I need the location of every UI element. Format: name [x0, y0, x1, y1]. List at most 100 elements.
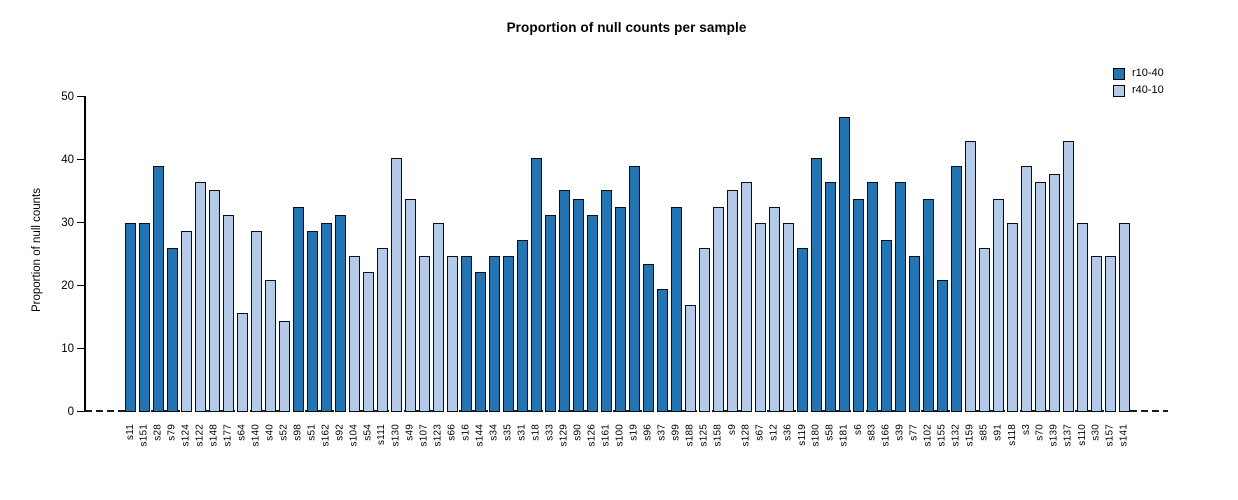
- bar: [293, 206, 304, 412]
- x-axis-tick-label: s159: [964, 423, 976, 447]
- bar-group: s91: [993, 97, 1004, 440]
- bar-group: s37: [657, 97, 668, 440]
- x-axis-tick-label: s66: [446, 423, 458, 441]
- x-axis-tick-label: s34: [488, 423, 500, 441]
- bar: [433, 223, 444, 412]
- bar: [251, 231, 262, 412]
- bar: [937, 280, 948, 412]
- bar: [699, 247, 710, 412]
- bar-group: s66: [447, 97, 458, 440]
- bar-group: s40: [265, 97, 276, 440]
- bar: [307, 231, 318, 412]
- bar: [1105, 255, 1116, 412]
- bar: [867, 182, 878, 412]
- x-axis-tick-label: s137: [1062, 423, 1074, 447]
- y-axis-tick-mark: [77, 284, 84, 287]
- bar: [615, 206, 626, 412]
- bar: [461, 255, 472, 412]
- y-axis-tick-label: 50: [61, 90, 74, 103]
- y-axis-line: [84, 96, 86, 412]
- bar-group: s139: [1049, 97, 1060, 446]
- bar: [587, 214, 598, 412]
- bar: [517, 239, 528, 412]
- bar: [503, 255, 514, 412]
- bar-group: s52: [279, 97, 290, 440]
- x-axis-tick-label: s58: [824, 423, 836, 441]
- bar: [741, 182, 752, 412]
- legend-swatch-icon: [1113, 84, 1125, 97]
- bar-group: s151: [139, 97, 150, 446]
- bar-group: s123: [433, 97, 444, 446]
- x-axis-tick-label: s92: [334, 423, 346, 441]
- bar: [853, 198, 864, 412]
- x-axis-tick-label: s125: [698, 423, 710, 447]
- bar: [167, 247, 178, 412]
- x-axis-tick-label: s98: [292, 423, 304, 441]
- x-axis-tick-label: s70: [1034, 423, 1046, 441]
- bar-group: s9: [727, 97, 738, 434]
- x-axis-tick-label: s129: [558, 423, 570, 447]
- x-axis-tick-label: s39: [894, 423, 906, 441]
- bar-group: s111: [377, 97, 388, 445]
- x-axis-tick-label: s104: [348, 423, 360, 447]
- x-axis-tick-label: s30: [1090, 423, 1102, 441]
- bar-group: s58: [825, 97, 836, 440]
- bar: [405, 198, 416, 412]
- x-axis-tick-label: s188: [684, 423, 696, 447]
- zero-baseline-dashed-line: [85, 409, 1168, 413]
- bar-group: s96: [643, 97, 654, 440]
- x-axis-tick-label: s3: [1020, 423, 1032, 435]
- bar: [601, 190, 612, 412]
- bar-group: s140: [251, 97, 262, 446]
- x-axis-tick-label: s124: [180, 423, 192, 447]
- bar: [1021, 165, 1032, 412]
- bar-group: s35: [503, 97, 514, 440]
- x-axis-tick-label: s180: [810, 423, 822, 447]
- bar-group: s67: [755, 97, 766, 440]
- x-axis-tick-label: s119: [796, 423, 808, 446]
- x-axis-tick-label: s99: [670, 423, 682, 441]
- bar: [391, 157, 402, 412]
- x-axis-tick-label: s130: [390, 423, 402, 447]
- bar-group: s129: [559, 97, 570, 446]
- x-axis-tick-label: s151: [138, 423, 150, 447]
- bar-group: s148: [209, 97, 220, 446]
- x-axis-tick-label: s144: [474, 423, 486, 447]
- bar-group: s132: [951, 97, 962, 446]
- x-axis-tick-label: s19: [628, 423, 640, 441]
- x-axis-tick-label: s9: [726, 423, 738, 435]
- bar-group: s92: [335, 97, 346, 440]
- bar-group: s119: [797, 97, 808, 445]
- bar: [223, 214, 234, 412]
- x-axis-tick-label: s166: [880, 423, 892, 447]
- bar: [825, 182, 836, 412]
- x-axis-tick-label: s85: [978, 423, 990, 441]
- x-axis-tick-label: s107: [418, 423, 430, 447]
- x-axis-tick-label: s177: [222, 423, 234, 447]
- bar: [559, 190, 570, 412]
- bar: [181, 231, 192, 412]
- bar: [657, 288, 668, 412]
- bar: [475, 272, 486, 412]
- bar-group: s158: [713, 97, 724, 446]
- x-axis-tick-label: s79: [166, 423, 178, 441]
- x-axis-tick-label: s52: [278, 423, 290, 441]
- x-axis-tick-label: s162: [320, 423, 332, 447]
- y-axis-tick-label: 20: [61, 279, 74, 292]
- y-axis-tick-label: 10: [61, 342, 74, 355]
- x-axis-tick-label: s118: [1006, 423, 1018, 446]
- legend: r10-40 r40-10: [1113, 65, 1164, 99]
- x-axis-tick-label: s36: [782, 423, 794, 441]
- bar: [1091, 255, 1102, 412]
- x-axis-tick-label: s67: [754, 423, 766, 441]
- bar-group: s118: [1007, 97, 1018, 445]
- bar: [349, 255, 360, 412]
- bar-group: s64: [237, 97, 248, 440]
- x-axis-tick-label: s49: [404, 423, 416, 441]
- x-axis-tick-label: s148: [208, 423, 220, 447]
- bar-group: s31: [517, 97, 528, 440]
- bar: [643, 264, 654, 412]
- y-axis-tick-mark: [77, 158, 84, 161]
- bar-group: s39: [895, 97, 906, 440]
- bar: [727, 190, 738, 412]
